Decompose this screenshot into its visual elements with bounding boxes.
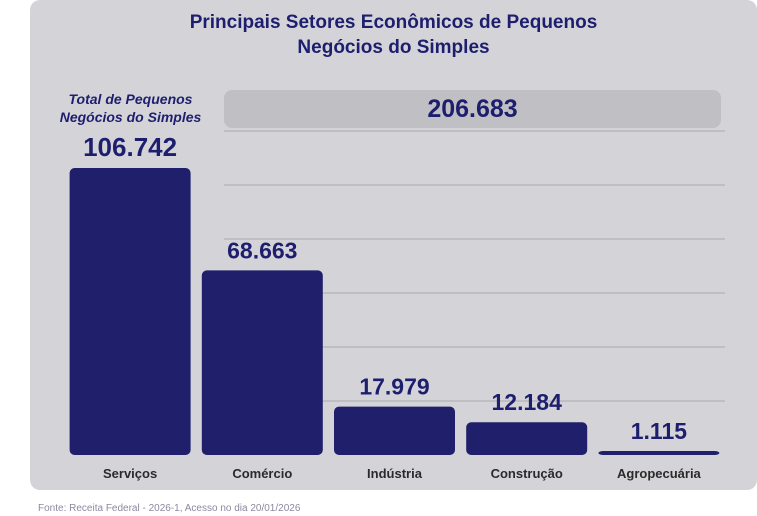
category-label-3: Indústria xyxy=(367,466,423,481)
category-label-5: Agropecuária xyxy=(617,466,702,481)
category-label-1: Serviços xyxy=(103,466,157,481)
total-label: Total de Pequenos Negócios do Simples xyxy=(38,90,223,126)
total-label-line-2: Negócios do Simples xyxy=(59,109,202,125)
total-label-line-1: Total de Pequenos xyxy=(68,91,193,107)
bar-2 xyxy=(201,270,323,455)
bar-5 xyxy=(598,451,720,455)
chart-title: Principais Setores Econômicos de Pequeno… xyxy=(30,10,757,60)
data-label-2: 68.663 xyxy=(227,237,297,263)
bar-4 xyxy=(466,422,588,455)
bar-3 xyxy=(334,406,455,455)
data-label-5: 1.115 xyxy=(631,418,687,444)
data-label-3: 17.979 xyxy=(359,374,429,400)
chart-title-line-2: Negócios do Simples xyxy=(297,37,490,58)
total-value-box: 206.683 xyxy=(224,90,721,128)
total-value: 206.683 xyxy=(427,94,518,123)
data-label-4: 12.184 xyxy=(492,389,563,415)
data-label-1: 106.742 xyxy=(83,132,177,162)
category-label-4: Construção xyxy=(491,466,563,481)
chart-title-line-1: Principais Setores Econômicos de Pequeno… xyxy=(189,12,598,33)
source-note: Fonte: Receita Federal - 2026-1, Acesso … xyxy=(38,503,301,514)
category-label-2: Comércio xyxy=(232,466,292,481)
bar-1 xyxy=(69,168,191,455)
